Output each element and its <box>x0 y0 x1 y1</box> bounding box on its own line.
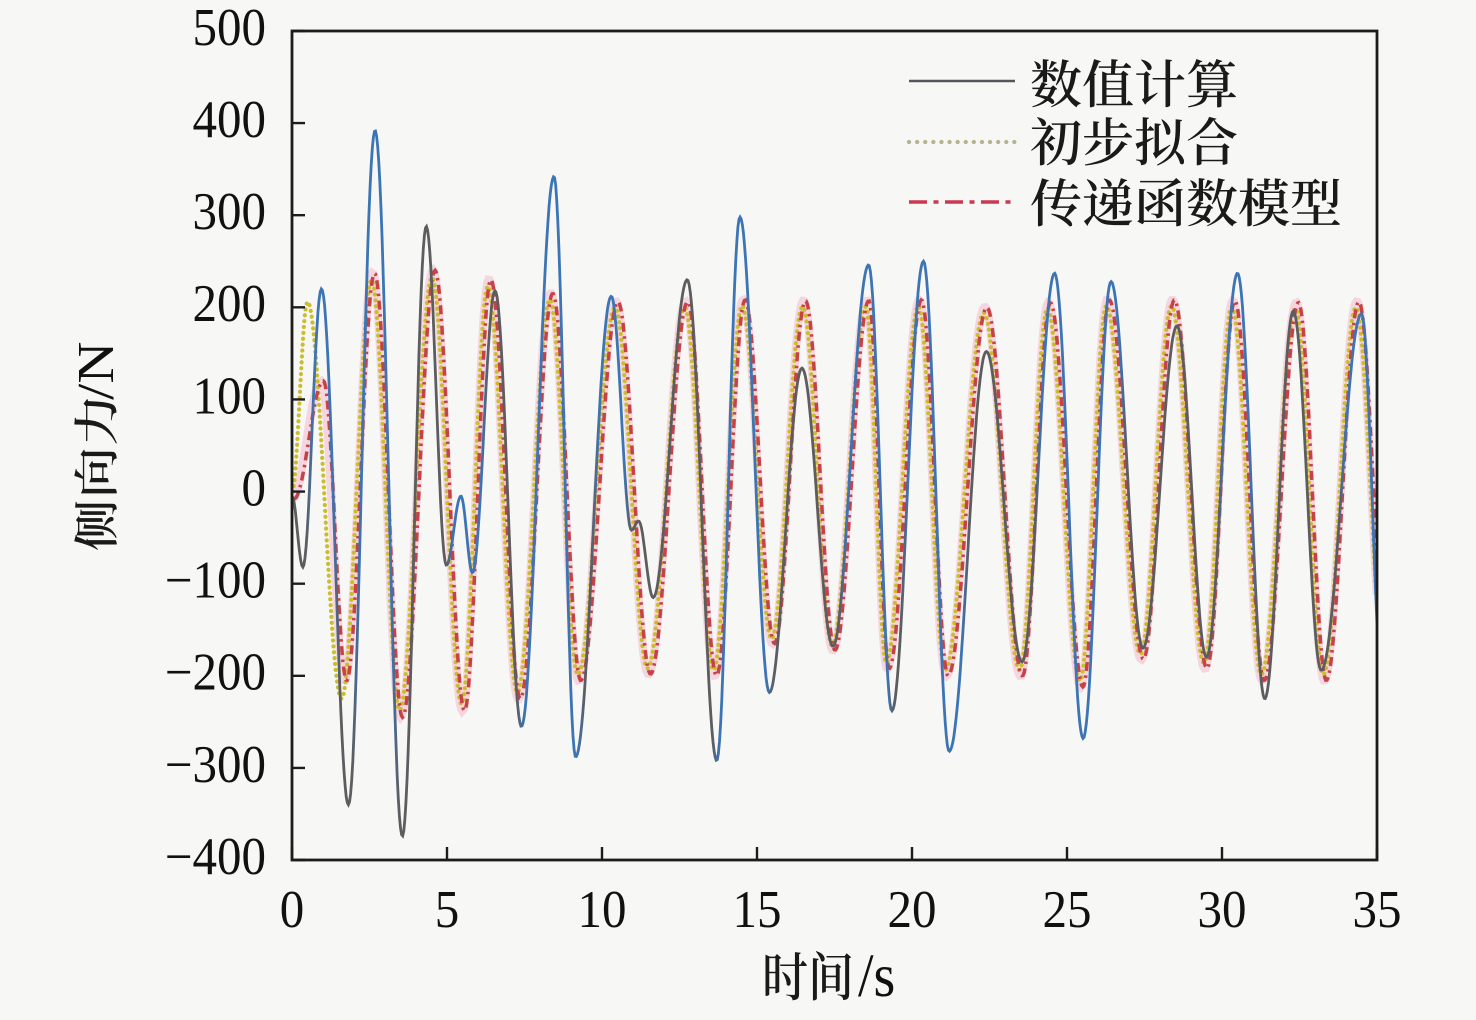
svg-text:20: 20 <box>888 881 937 939</box>
svg-text:/s: /s <box>858 942 895 1010</box>
svg-text:500: 500 <box>193 0 266 56</box>
svg-text:−200: −200 <box>165 643 266 701</box>
svg-text:−300: −300 <box>165 735 266 793</box>
svg-text:300: 300 <box>193 183 266 241</box>
svg-text:0: 0 <box>280 881 305 939</box>
svg-text:25: 25 <box>1043 881 1092 939</box>
svg-text:−400: −400 <box>165 827 266 885</box>
svg-text:35: 35 <box>1353 881 1402 939</box>
svg-text:30: 30 <box>1198 881 1247 939</box>
svg-text:100: 100 <box>193 367 266 425</box>
svg-text:400: 400 <box>193 91 266 149</box>
svg-text:0: 0 <box>241 459 266 517</box>
svg-text:200: 200 <box>193 275 266 333</box>
svg-text:10: 10 <box>578 881 627 939</box>
svg-text:5: 5 <box>435 881 460 939</box>
svg-text:−100: −100 <box>165 551 266 609</box>
svg-text:15: 15 <box>733 881 782 939</box>
svg-text:/N: /N <box>67 342 124 400</box>
